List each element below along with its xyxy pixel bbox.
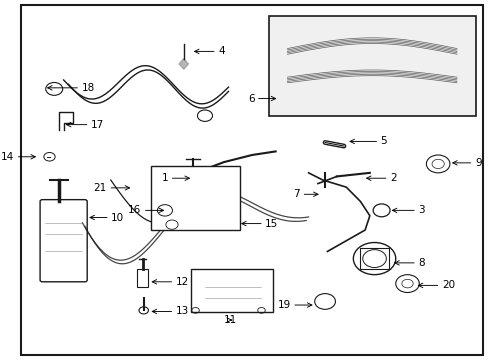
Polygon shape <box>179 59 188 69</box>
Text: 2: 2 <box>389 173 396 183</box>
Text: 4: 4 <box>218 46 224 57</box>
Text: 9: 9 <box>474 158 481 168</box>
Text: 12: 12 <box>175 277 189 287</box>
Text: 10: 10 <box>111 212 124 222</box>
Text: 18: 18 <box>81 83 95 93</box>
Text: 5: 5 <box>380 136 386 147</box>
Text: 15: 15 <box>264 219 278 229</box>
Text: 1: 1 <box>161 173 168 183</box>
Text: 13: 13 <box>175 306 189 316</box>
FancyBboxPatch shape <box>40 200 87 282</box>
Text: 3: 3 <box>418 205 424 215</box>
Bar <box>150 166 240 230</box>
Text: 7: 7 <box>293 189 300 199</box>
Text: 20: 20 <box>441 280 454 291</box>
Text: 14: 14 <box>1 152 14 162</box>
Bar <box>190 269 273 312</box>
Text: 16: 16 <box>128 205 141 215</box>
Text: 8: 8 <box>418 258 424 268</box>
Text: 6: 6 <box>247 94 254 104</box>
Bar <box>136 269 148 287</box>
Text: 19: 19 <box>277 300 290 310</box>
Bar <box>268 16 475 116</box>
Text: 11: 11 <box>224 315 237 325</box>
Text: 21: 21 <box>94 183 107 193</box>
Bar <box>360 248 388 269</box>
Text: 17: 17 <box>91 120 104 130</box>
